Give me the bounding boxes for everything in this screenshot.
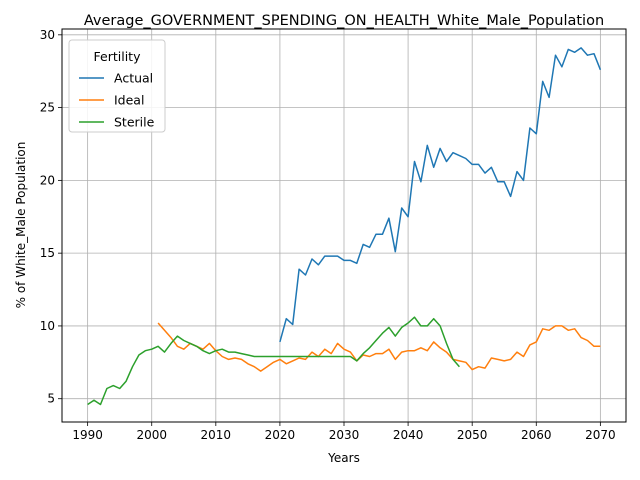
grid <box>62 29 626 422</box>
y-tick-label: 15 <box>40 246 55 260</box>
legend-label-ideal: Ideal <box>114 93 144 108</box>
x-tick-label: 2040 <box>393 428 424 442</box>
x-tick-label: 2050 <box>457 428 488 442</box>
y-tick-label: 10 <box>40 319 55 333</box>
legend: Fertility Actual Ideal Sterile <box>68 39 166 133</box>
x-tick-label: 2060 <box>521 428 552 442</box>
series-line-actual <box>279 47 602 343</box>
chart-title: Average_GOVERNMENT_SPENDING_ON_HEALTH_Wh… <box>84 13 604 29</box>
x-tick-label: 2000 <box>136 428 167 442</box>
x-axis-title: Years <box>327 451 360 465</box>
series-lines <box>87 47 602 406</box>
y-tick-label: 30 <box>40 28 55 42</box>
y-tick-label: 20 <box>40 173 55 187</box>
legend-box <box>68 39 166 133</box>
y-tick-label: 5 <box>47 392 55 406</box>
x-tick-label: 2020 <box>265 428 296 442</box>
x-tick-label: 2010 <box>201 428 232 442</box>
legend-title: Fertility <box>94 49 142 64</box>
legend-label-actual: Actual <box>114 71 153 86</box>
legend-items: Actual Ideal Sterile <box>79 71 155 130</box>
series-line-ideal <box>157 322 601 372</box>
x-tick-label: 2070 <box>585 428 616 442</box>
axis-ticks: 1990 2000 2010 2020 2030 2040 2050 2060 20705101… <box>40 28 616 442</box>
legend-label-sterile: Sterile <box>114 115 155 130</box>
y-tick-label: 25 <box>40 101 55 115</box>
series-line-sterile <box>87 316 460 406</box>
x-tick-label: 2030 <box>329 428 360 442</box>
x-tick-label: 1990 <box>72 428 103 442</box>
y-axis-title: % of White_Male Population <box>14 142 28 309</box>
